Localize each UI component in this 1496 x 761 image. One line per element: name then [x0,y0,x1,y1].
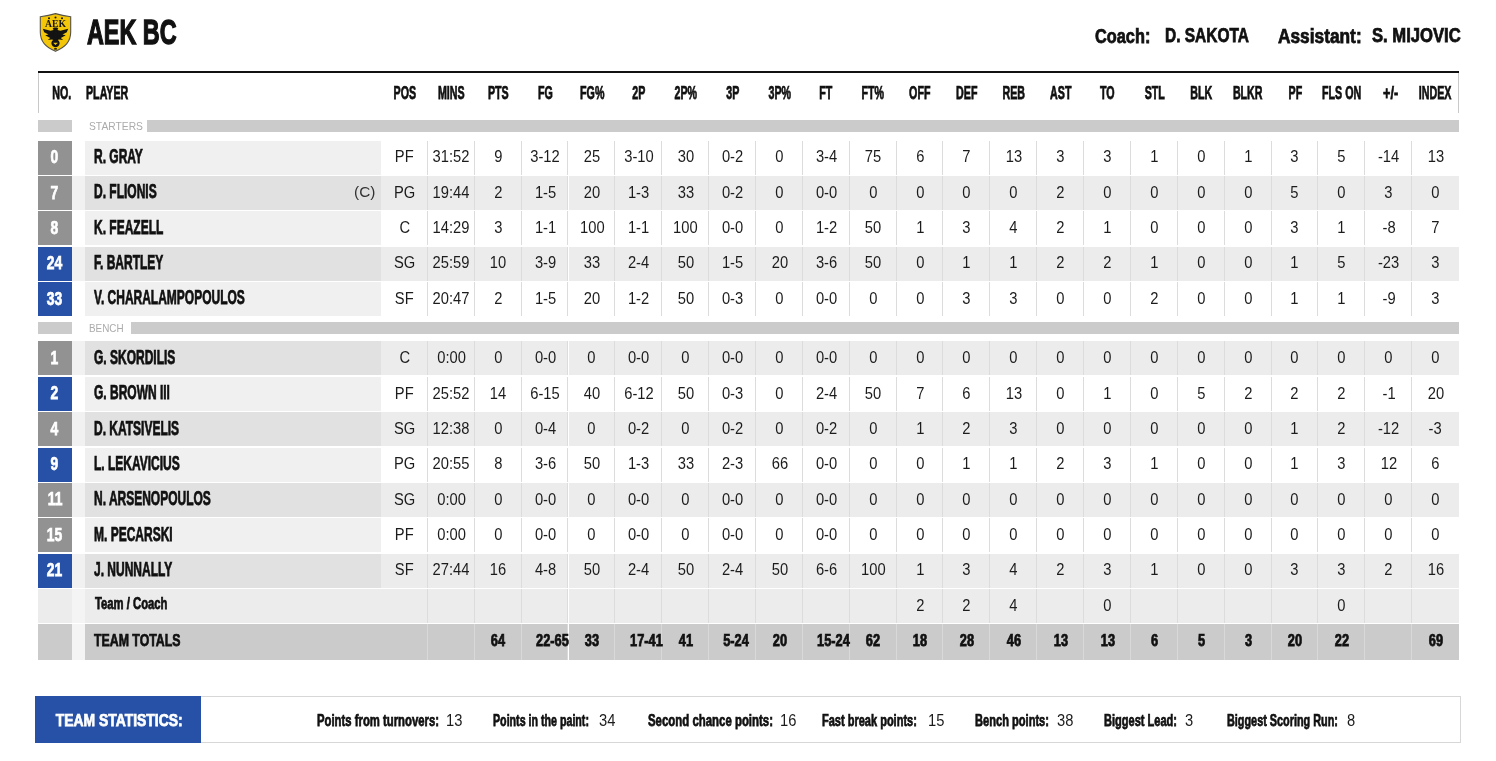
svg-text:AEK: AEK [45,18,66,29]
